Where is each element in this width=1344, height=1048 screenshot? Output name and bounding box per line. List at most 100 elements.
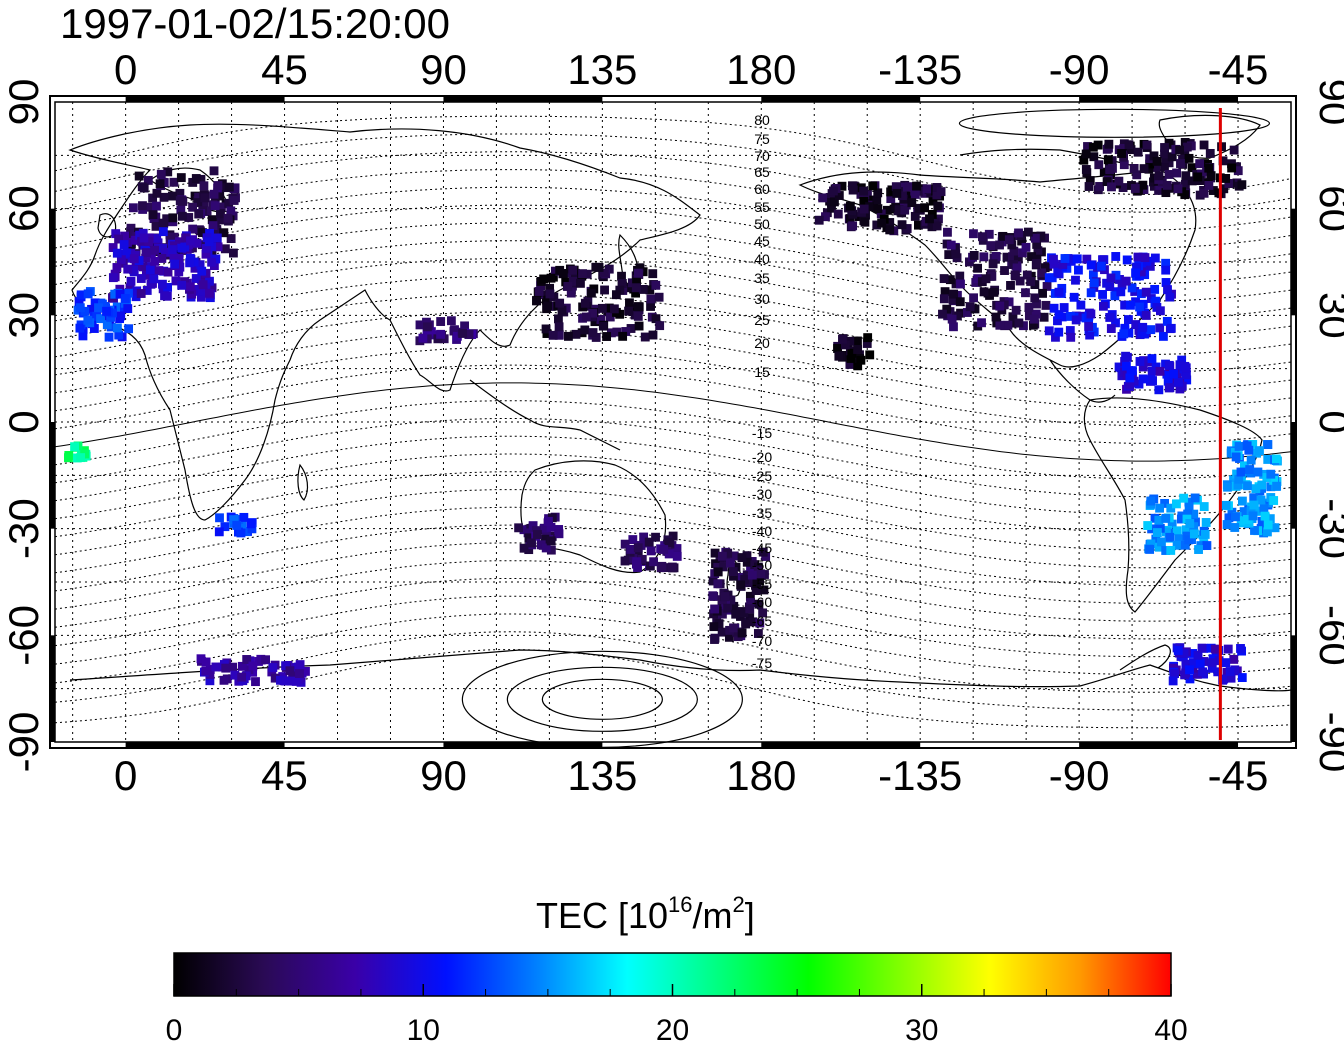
tec-pixel xyxy=(1069,292,1079,302)
tec-pixel xyxy=(1028,320,1038,330)
tec-pixel xyxy=(122,248,132,258)
mlat-label: 35 xyxy=(754,270,770,286)
tec-pixel xyxy=(928,196,938,206)
tec-pixel xyxy=(1123,315,1133,325)
tec-pixel xyxy=(74,297,84,307)
tec-pixel xyxy=(594,263,604,272)
tec-pixel xyxy=(1032,258,1041,268)
tec-pixel xyxy=(717,609,727,619)
colorbar-tick-label: 40 xyxy=(1154,1014,1187,1047)
tec-pixel xyxy=(1165,292,1175,302)
tec-pixel xyxy=(452,331,462,341)
tec-pixel xyxy=(1246,505,1256,515)
tec-pixel xyxy=(104,332,114,342)
tec-pixel xyxy=(1006,280,1015,290)
tec-pixel xyxy=(149,274,159,284)
tec-pixel xyxy=(1248,440,1258,449)
tec-pixel xyxy=(597,303,607,313)
tec-pixel xyxy=(1221,500,1231,510)
tec-pixel xyxy=(977,318,986,328)
tec-pixel xyxy=(190,263,200,273)
tec-pixel xyxy=(1227,507,1237,517)
tec-pixel xyxy=(213,181,223,190)
tec-pixel xyxy=(1155,366,1165,376)
tec-pixel xyxy=(1182,375,1192,385)
tec-pixel xyxy=(845,201,855,211)
tec-pixel xyxy=(533,530,542,539)
tec-pixel xyxy=(978,232,987,242)
tec-pixel xyxy=(859,196,869,206)
tec-pixel xyxy=(1084,321,1094,331)
tec-pixel xyxy=(1166,545,1176,555)
tec-pixel xyxy=(955,297,965,307)
tec-pixel xyxy=(134,171,144,181)
tec-pixel xyxy=(1119,144,1129,153)
tec-pixel xyxy=(1225,667,1235,676)
tec-pixel xyxy=(1136,289,1146,299)
tec-pixel xyxy=(152,201,161,211)
tec-pixel xyxy=(1162,180,1172,190)
tec-pixel xyxy=(1257,480,1267,490)
tec-pixel xyxy=(143,175,153,185)
tec-pixel xyxy=(145,265,155,275)
tec-pixel xyxy=(1250,526,1259,535)
tec-pixel xyxy=(148,193,158,203)
mlat-label: 45 xyxy=(754,233,770,249)
top-lon-tick-label: 0 xyxy=(114,46,137,93)
tec-pixel xyxy=(1129,163,1139,173)
tec-pixel xyxy=(1082,254,1092,264)
tec-pixel xyxy=(1014,318,1024,328)
mlat-contour xyxy=(54,293,1292,373)
tec-pixel xyxy=(891,182,901,192)
tec-pixel xyxy=(942,304,952,314)
tec-pixel xyxy=(226,234,236,244)
tec-pixel xyxy=(945,275,955,285)
bottom-scale-bar xyxy=(1079,742,1239,748)
tec-pixel xyxy=(198,280,208,290)
tec-pixel xyxy=(281,676,291,686)
tec-pixel xyxy=(1263,440,1273,449)
tec-pixel xyxy=(239,512,249,522)
mlat-contour xyxy=(54,506,1292,587)
tec-pixel xyxy=(582,269,592,279)
tec-pixel xyxy=(1221,658,1231,668)
tec-pixel xyxy=(628,535,638,545)
tec-pixel xyxy=(1202,541,1212,550)
tec-pixel xyxy=(138,201,147,211)
tec-pixel xyxy=(1179,649,1189,658)
tec-pixel xyxy=(981,274,991,284)
tec-pixel xyxy=(1011,305,1021,315)
tec-pixel xyxy=(877,218,887,228)
tec-pixel xyxy=(237,519,247,529)
tec-pixel xyxy=(141,270,151,280)
tec-pixel xyxy=(188,202,198,212)
tec-pixel xyxy=(1131,297,1140,307)
left-lat-tick-label: -60 xyxy=(0,605,47,666)
tec-pixel xyxy=(885,218,895,227)
tec-pixel xyxy=(207,283,217,293)
tec-pixel xyxy=(1224,513,1234,523)
tec-pixel xyxy=(1099,167,1109,177)
tec-pixel xyxy=(90,298,100,308)
tec-pixel xyxy=(1003,320,1013,330)
tec-pixel xyxy=(207,257,217,267)
tec-pixel xyxy=(882,205,892,215)
tec-pixel xyxy=(753,629,763,638)
tec-pixel xyxy=(460,321,470,331)
coastline-southeast-asia xyxy=(469,379,621,451)
tec-pixel xyxy=(847,206,857,216)
tec-pixel xyxy=(221,663,231,673)
tec-pixel xyxy=(989,287,999,297)
tec-pixel xyxy=(201,666,211,676)
tec-pixel xyxy=(418,333,428,343)
tec-pixel xyxy=(114,234,123,244)
tec-pixel xyxy=(1119,160,1129,170)
tec-pixel xyxy=(554,322,564,332)
top-lon-tick-label: -45 xyxy=(1208,46,1269,93)
tec-pixel xyxy=(859,204,869,214)
mlat-label: 75 xyxy=(754,131,770,147)
tec-pixel xyxy=(541,543,551,553)
tec-pixel xyxy=(856,355,866,365)
tec-pixel xyxy=(1133,147,1143,157)
tec-pixel xyxy=(654,292,664,302)
